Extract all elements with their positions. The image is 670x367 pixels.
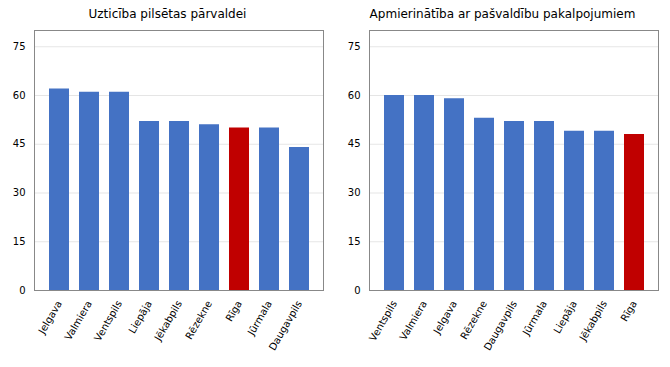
svg-text:45: 45 [13, 138, 26, 149]
svg-text:Daugavpils: Daugavpils [482, 299, 519, 353]
svg-text:Jelgava: Jelgava [36, 299, 64, 337]
svg-text:45: 45 [348, 138, 361, 149]
svg-text:Valmiera: Valmiera [63, 299, 94, 343]
svg-text:Jūrmala: Jūrmala [245, 299, 274, 338]
svg-text:15: 15 [348, 236, 361, 247]
html-text:Apmierinātība ar pašvaldību pa: Apmierinātība ar pašvaldību pakalpojumie… [369, 7, 636, 21]
svg-text:Rēzekne: Rēzekne [183, 299, 214, 342]
svg-text:Rīga: Rīga [223, 299, 244, 324]
svg-text:30: 30 [348, 187, 361, 198]
svg-text:0: 0 [19, 285, 25, 296]
svg-text:75: 75 [348, 41, 361, 52]
svg-text:60: 60 [348, 90, 361, 101]
svg-text:Rēzekne: Rēzekne [458, 299, 489, 342]
svg-text:15: 15 [13, 236, 26, 247]
svg-text:60: 60 [13, 90, 26, 101]
svg-text:Liepāja: Liepāja [552, 299, 579, 336]
svg-text:30: 30 [13, 187, 26, 198]
svg-text:Jelgava: Jelgava [431, 299, 459, 337]
html-text:Uzticība pilsētas pārvaldei: Uzticība pilsētas pārvaldei [88, 7, 247, 21]
svg-text:Daugavpils: Daugavpils [267, 299, 304, 353]
svg-text:Jēkabpils: Jēkabpils [152, 299, 184, 344]
svg-text:Ventspils: Ventspils [92, 299, 124, 343]
svg-text:Jūrmala: Jūrmala [520, 299, 549, 338]
svg-text:Ventspils: Ventspils [367, 299, 399, 343]
svg-text:75: 75 [13, 41, 26, 52]
svg-text:Valmiera: Valmiera [398, 299, 429, 343]
svg-text:Jēkabpils: Jēkabpils [577, 299, 609, 344]
svg-text:Rīga: Rīga [618, 299, 639, 324]
svg-text:Liepāja: Liepāja [127, 299, 154, 336]
svg-text:0: 0 [354, 285, 360, 296]
